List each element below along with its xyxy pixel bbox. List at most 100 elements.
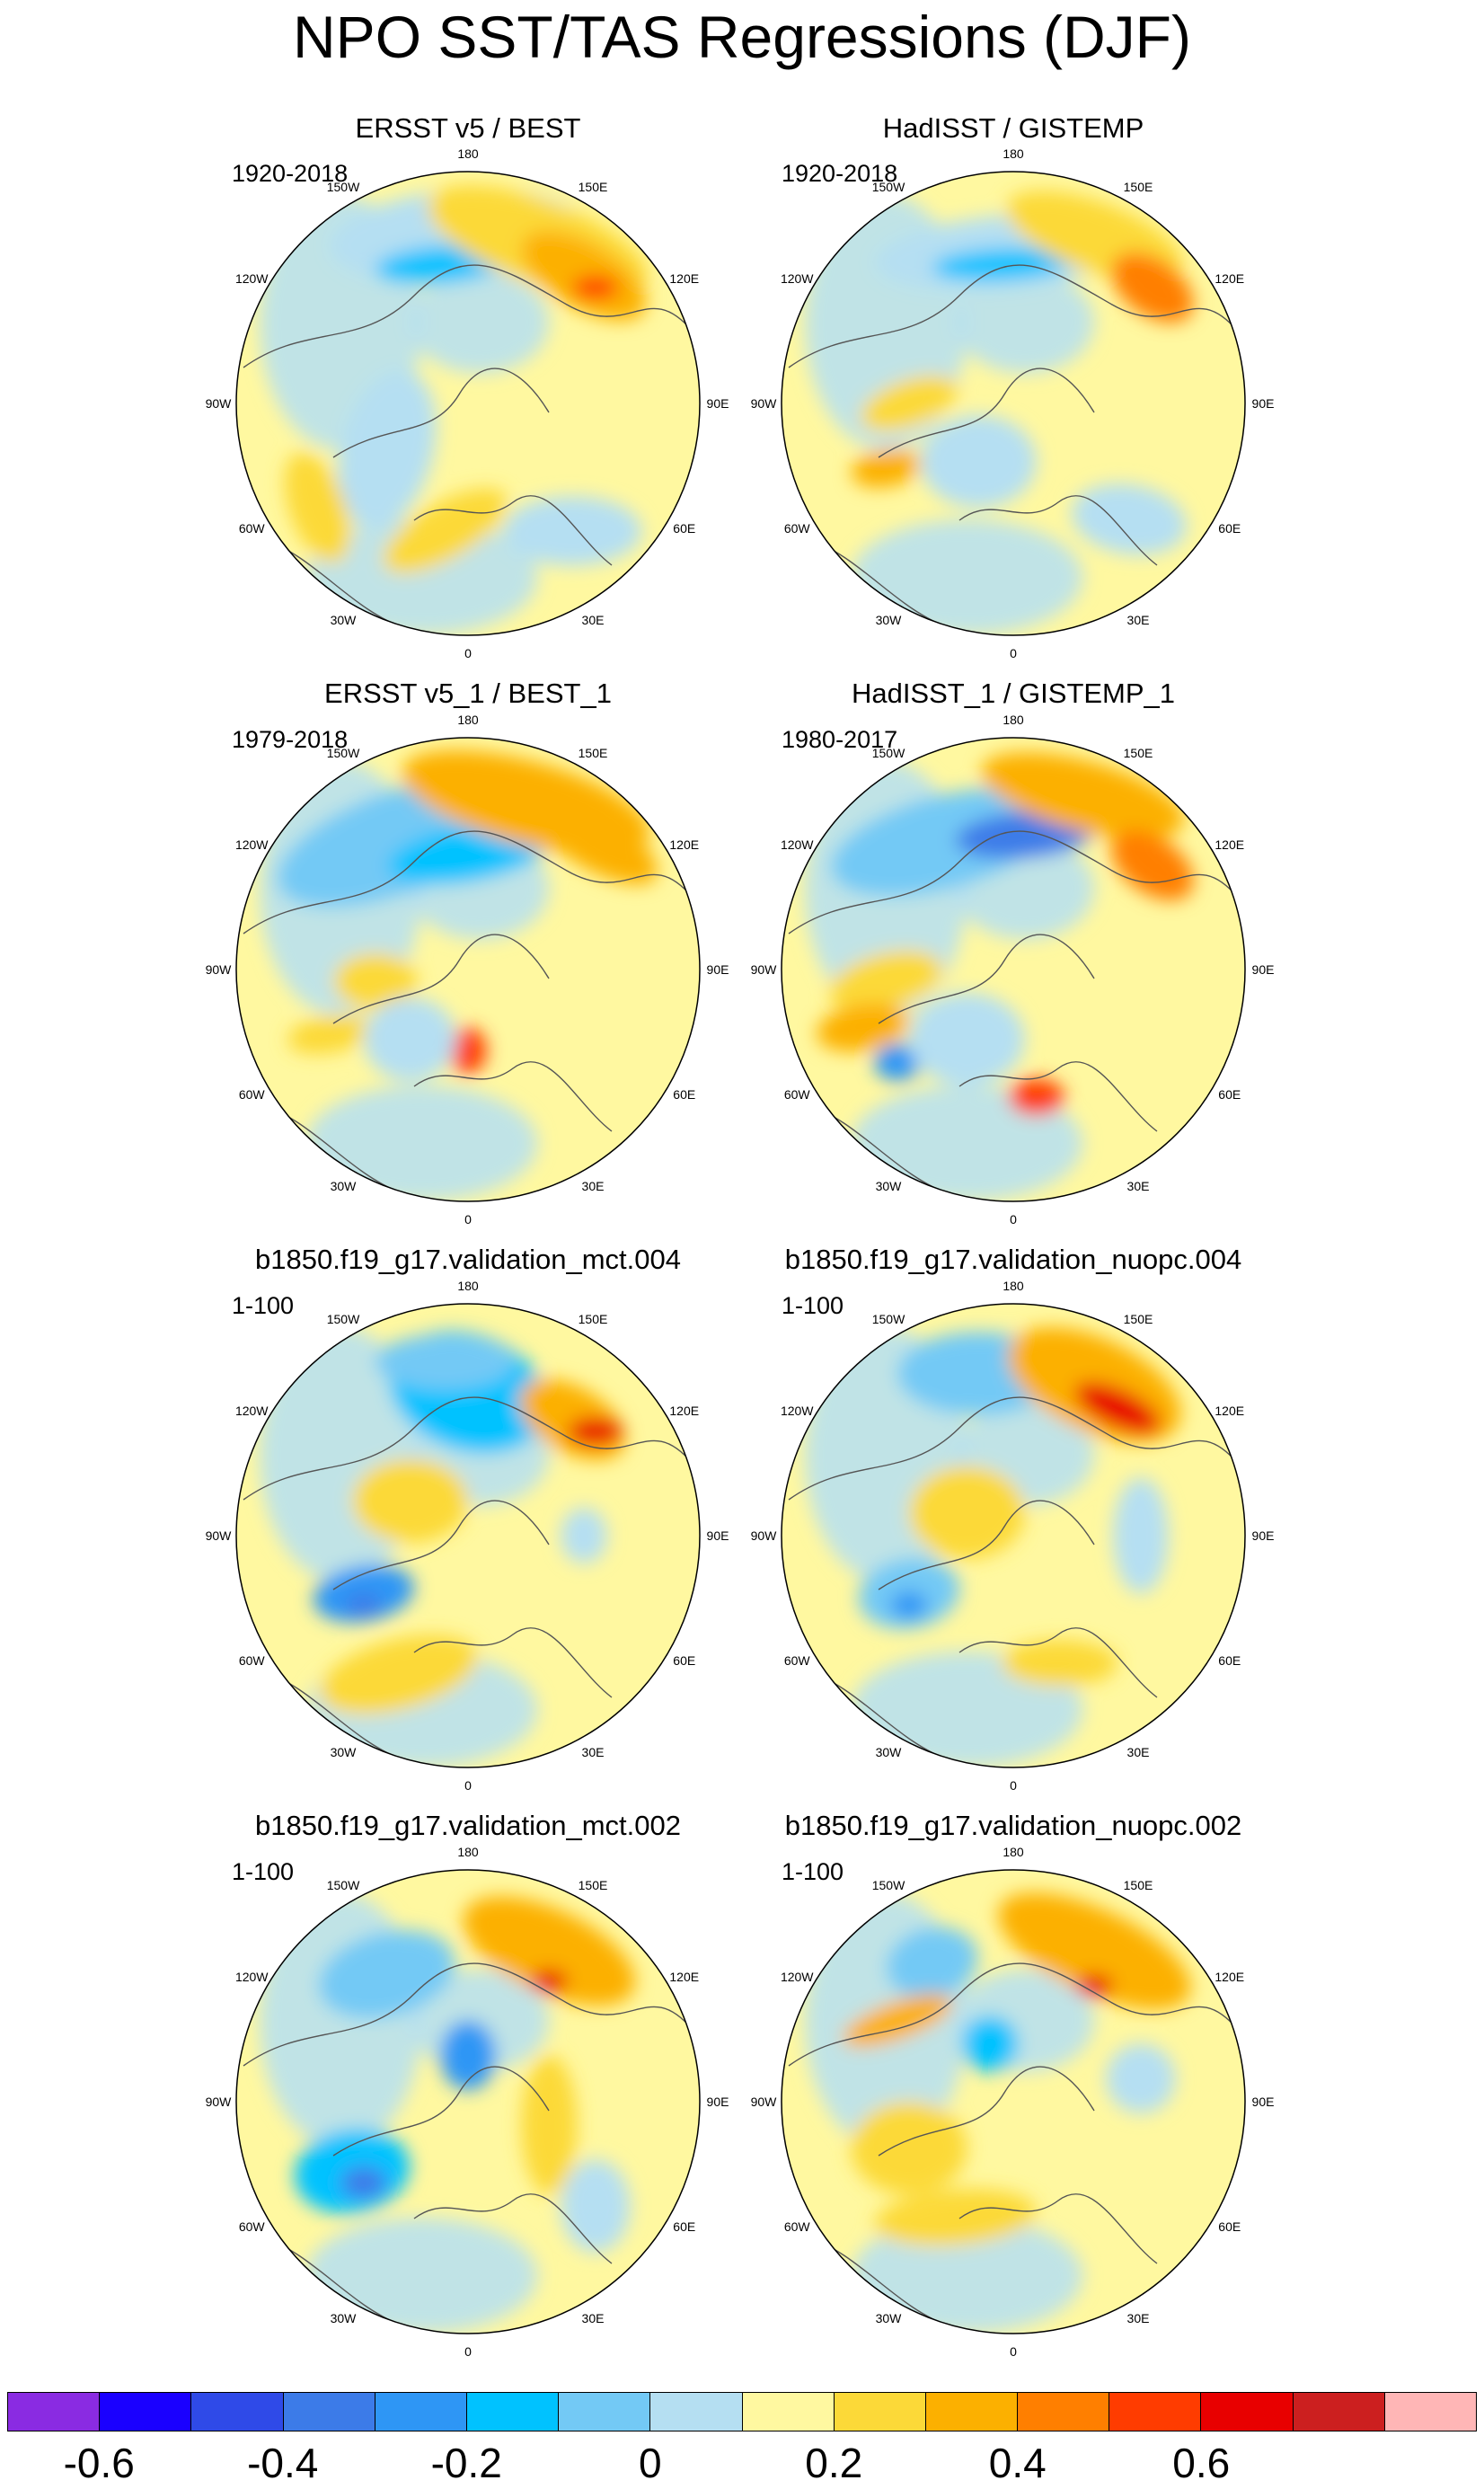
anomaly-region — [284, 452, 350, 563]
panel-period: 1-100 — [232, 1858, 295, 1885]
longitude-label: 150E — [1123, 1312, 1153, 1327]
map-frame — [781, 1303, 1246, 1768]
coastline — [878, 2066, 1095, 2157]
coastline — [878, 934, 1095, 1024]
longitude-label: 30E — [581, 1744, 605, 1759]
anomaly-region — [345, 1593, 383, 1617]
longitude-label: 0 — [464, 1778, 472, 1793]
colorbar-tick-label: 0 — [638, 2440, 662, 2486]
longitude-label: 60E — [1218, 1653, 1241, 1668]
longitude-label: 90E — [1251, 1528, 1275, 1543]
anomaly-region — [287, 1014, 371, 1055]
longitude-label: 120E — [669, 271, 700, 286]
coastline — [958, 495, 1158, 566]
coastline — [958, 2193, 1158, 2264]
anomaly-region — [1002, 1640, 1118, 1687]
longitude-label: 60W — [783, 521, 810, 536]
anomaly-region — [1008, 1078, 1064, 1116]
longitude-label: 150W — [871, 746, 905, 761]
anomaly-region — [874, 1043, 921, 1081]
polar-map — [235, 1869, 701, 2334]
anomaly-region — [890, 1590, 928, 1619]
anomaly-region — [340, 2166, 387, 2200]
coastline — [788, 1962, 1239, 2067]
anomaly-region — [886, 1927, 978, 1998]
colorbar-swatch — [1018, 2393, 1110, 2431]
anomaly-region — [817, 1003, 909, 1052]
longitude-label: 120E — [669, 1970, 700, 1984]
colorbar-swatch — [1293, 2393, 1385, 2431]
longitude-label: 0 — [464, 1212, 472, 1227]
panel-title: b1850.f19_g17.validation_nuopc.004 — [784, 1244, 1242, 1275]
anomaly-region — [860, 375, 958, 432]
longitude-label: 90E — [1251, 962, 1275, 977]
map-frame — [235, 737, 701, 1202]
longitude-label: 120W — [234, 1970, 269, 1984]
anomaly-region — [932, 247, 1072, 281]
polar-map — [781, 1869, 1246, 2334]
anomaly-region — [319, 1634, 478, 1714]
longitude-label: 0 — [1010, 1778, 1017, 1793]
anomaly-region — [440, 2020, 496, 2091]
colorbar-swatch — [650, 2393, 743, 2431]
anomaly-region — [561, 1508, 607, 1563]
anomaly-region — [502, 496, 642, 566]
longitude-label: 60W — [783, 2219, 810, 2234]
map-frame — [235, 1869, 701, 2334]
coastline — [332, 1500, 550, 1590]
longitude-label: 120E — [669, 837, 700, 852]
colorbar-swatch — [1384, 2393, 1476, 2431]
longitude-label: 180 — [1003, 1279, 1024, 1293]
anomaly-region — [383, 488, 507, 573]
colorbar-swatch — [466, 2393, 560, 2431]
longitude-label: 120W — [780, 271, 814, 286]
anomaly-region — [375, 1333, 515, 1390]
colorbar-swatch — [375, 2393, 467, 2431]
longitude-label: 90E — [706, 1528, 729, 1543]
anomaly-region — [333, 952, 418, 1009]
longitude-label: 60E — [1218, 1087, 1241, 1102]
coastline — [332, 368, 550, 458]
longitude-label: 30E — [1126, 2310, 1150, 2325]
anomaly-region — [463, 1896, 635, 2006]
longitude-label: 120E — [1215, 1404, 1245, 1418]
longitude-label: 150E — [1123, 180, 1153, 195]
longitude-label: 120E — [1215, 1970, 1245, 1984]
longitude-label: 150E — [578, 180, 608, 195]
longitude-label: 120W — [234, 837, 269, 852]
longitude-label: 90W — [205, 396, 232, 411]
panel-title: b1850.f19_g17.validation_nuopc.002 — [784, 1810, 1242, 1841]
longitude-label: 120W — [234, 271, 269, 286]
panel-title: HadISST / GISTEMP — [882, 112, 1144, 144]
anomaly-region — [908, 992, 1025, 1085]
longitude-label: 60W — [238, 2219, 265, 2234]
longitude-label: 180 — [1003, 1845, 1024, 1859]
coastline — [243, 830, 693, 934]
longitude-label: 120E — [1215, 271, 1245, 286]
longitude-label: 60E — [1218, 521, 1241, 536]
longitude-label: 180 — [457, 1845, 479, 1859]
panel-period: 1920-2018 — [232, 160, 349, 187]
anomaly-region — [981, 752, 1184, 839]
longitude-label: 180 — [457, 713, 479, 727]
colorbar-tick-label: -0.2 — [430, 2440, 502, 2486]
longitude-label: 30W — [330, 1178, 357, 1193]
longitude-label: 150W — [326, 746, 360, 761]
anomaly-region — [521, 231, 647, 321]
map-frame — [781, 1869, 1246, 2334]
polar-map — [781, 737, 1246, 1202]
colorbar-swatch — [559, 2393, 651, 2431]
panel-period: 1920-2018 — [782, 160, 898, 187]
anomaly-region — [410, 270, 550, 374]
longitude-label: 30W — [875, 2310, 902, 2325]
longitude-label: 30E — [1126, 1178, 1150, 1193]
anomaly-region — [318, 1929, 455, 2019]
longitude-label: 0 — [464, 2344, 472, 2359]
longitude-label: 60E — [673, 1087, 696, 1102]
longitude-label: 150E — [578, 1312, 608, 1327]
longitude-label: 60W — [783, 1653, 810, 1668]
anomaly-region — [530, 1969, 568, 1993]
panel-period: 1-100 — [782, 1858, 844, 1885]
longitude-label: 150W — [326, 180, 360, 195]
panel-title: b1850.f19_g17.validation_mct.002 — [255, 1810, 681, 1841]
